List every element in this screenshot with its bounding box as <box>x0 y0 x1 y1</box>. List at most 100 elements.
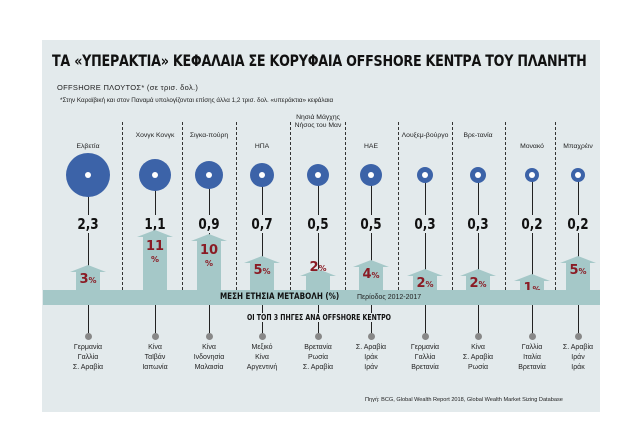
source-dot <box>575 333 582 340</box>
change-percent: 2% <box>416 276 434 292</box>
source-dot <box>315 333 322 340</box>
wealth-value: 2,3 <box>68 215 108 233</box>
source-country: Γαλλία <box>414 354 436 361</box>
source-country: Γαλλία <box>521 344 543 351</box>
source-dot <box>85 333 92 340</box>
source-country: Ιράν <box>364 364 378 371</box>
source-country: Βρετανία <box>304 344 332 351</box>
wealth-value: 0,7 <box>242 215 282 233</box>
source-country: Σ. Αραβία <box>72 364 104 371</box>
wealth-value: 0,3 <box>405 215 445 233</box>
source-country: Ρωσία <box>467 364 489 371</box>
infographic-title: ΤΑ «ΥΠΕΡΑΚΤΙΑ» ΚΕΦΑΛΑΙΑ ΣΕ ΚΟΡΥΦΑΙΑ OFFS… <box>52 52 587 70</box>
source-countries: Γερμανία Γαλλία Σ. Αραβία <box>58 343 118 373</box>
source-line <box>578 305 579 335</box>
period-label: Περίοδος 2012-2017 <box>357 294 422 301</box>
wealth-value: 0,3 <box>458 215 498 233</box>
source-line <box>532 305 533 335</box>
change-percent: 1% <box>507 280 557 296</box>
source-line <box>478 305 479 335</box>
source-line <box>425 305 426 335</box>
change-percent: 5% <box>253 263 271 278</box>
source-country: Μαλαισία <box>194 364 224 371</box>
source-country: Ιταλία <box>523 354 541 361</box>
wealth-bubble <box>525 168 539 182</box>
wealth-bubble <box>307 164 329 186</box>
source-line <box>155 305 156 335</box>
source-country: Αργεντινή <box>246 364 278 371</box>
center-label: Ελβετία <box>76 143 100 150</box>
source-countries: Βρετανία Ρωσία Σ. Αραβία <box>288 343 348 373</box>
source-dot <box>152 333 159 340</box>
center-label: ΗΠΑ <box>254 143 270 150</box>
wealth-bubble <box>360 164 382 186</box>
change-value: 1 <box>523 280 533 296</box>
column-divider <box>121 122 123 290</box>
change-percent: 3% <box>79 271 97 287</box>
footnote: *Στην Καραϊβική και στον Παναμά υπολογίζ… <box>60 97 334 104</box>
bubble-center <box>152 172 158 178</box>
change-value: 4 <box>362 267 372 283</box>
source-dot <box>206 333 213 340</box>
bubble-center <box>259 172 265 178</box>
source-note: Πηγή: BCG, Global Wealth Report 2018, Gl… <box>365 397 563 403</box>
source-country: Κίνα <box>471 344 485 351</box>
wealth-value: 1,1 <box>135 215 175 233</box>
top3-label: ΟΙ ΤΟΠ 3 ΠΗΓΕΣ ΑΝΑ OFFSHORE ΚΕΝΤΡΟ <box>247 313 391 322</box>
source-countries: Σ. Αραβία Ιράκ Ιράν <box>341 343 401 373</box>
wealth-bubble <box>250 163 274 187</box>
source-country: Ταϊβάν <box>144 354 166 361</box>
source-countries: Μεξικό Κίνα Αργεντινή <box>232 343 292 373</box>
change-percent: 2% <box>309 260 327 275</box>
change-arrow <box>353 260 389 290</box>
source-dot <box>422 333 429 340</box>
source-country: Μεξικό <box>251 344 273 351</box>
wealth-value: 0,9 <box>189 215 229 233</box>
column-divider <box>344 122 346 290</box>
wealth-value: 0,5 <box>298 215 338 233</box>
change-value: 2 <box>469 276 479 292</box>
change-value: 2 <box>309 260 319 275</box>
source-country: Γαλλία <box>77 354 99 361</box>
center-label: ΗΑΕ <box>364 143 378 150</box>
change-value: 11 <box>145 238 165 254</box>
source-country: Γερμανία <box>73 344 103 351</box>
bubble-center <box>575 172 581 178</box>
source-countries: Κίνα Ταϊβάν Ιαπωνία <box>125 343 185 373</box>
wealth-bubble <box>470 167 486 183</box>
bubble-center <box>529 172 535 178</box>
source-dot <box>259 333 266 340</box>
bubble-center <box>422 172 428 178</box>
source-countries: Σ. Αραβία Ιράν Ιράκ <box>548 343 608 373</box>
column-divider <box>182 122 183 290</box>
change-arrow <box>137 229 173 290</box>
source-dot <box>475 333 482 340</box>
source-dot <box>368 333 375 340</box>
change-value: 3 <box>79 271 89 287</box>
change-arrow <box>560 256 596 290</box>
source-countries: Κίνα Σ. Αραβία Ρωσία <box>448 343 508 373</box>
change-arrow <box>191 234 227 290</box>
source-dot <box>529 333 536 340</box>
source-line <box>88 305 89 335</box>
source-country: Κίνα <box>255 354 269 361</box>
source-country: Σ. Αραβία <box>562 344 594 351</box>
center-label: Νησιά Μάγχης Νήσος του Μαν <box>294 114 342 129</box>
source-country: Γερμανία <box>410 344 440 351</box>
source-country: Ινδονησία <box>193 354 225 361</box>
band-label: ΜΕΣΗ ΕΤΗΣΙΑ ΜΕΤΑΒΟΛΗ (%) <box>220 292 340 302</box>
source-country: Σ. Αραβία <box>302 364 334 371</box>
center-label: Λουξεμ-βούργο <box>401 132 449 139</box>
wealth-bubble <box>66 153 110 197</box>
change-percent: 10% <box>199 243 219 268</box>
change-value: 2 <box>416 276 426 292</box>
column-divider <box>290 122 291 290</box>
change-value: 5 <box>569 263 579 278</box>
wealth-bubble <box>571 168 585 182</box>
change-value: 10 <box>199 243 219 258</box>
wealth-value: 0,2 <box>512 215 552 233</box>
wealth-value: 0,2 <box>558 215 598 233</box>
source-country: Σ. Αραβία <box>462 354 494 361</box>
change-arrow <box>300 269 336 290</box>
wealth-bubble <box>195 161 223 189</box>
